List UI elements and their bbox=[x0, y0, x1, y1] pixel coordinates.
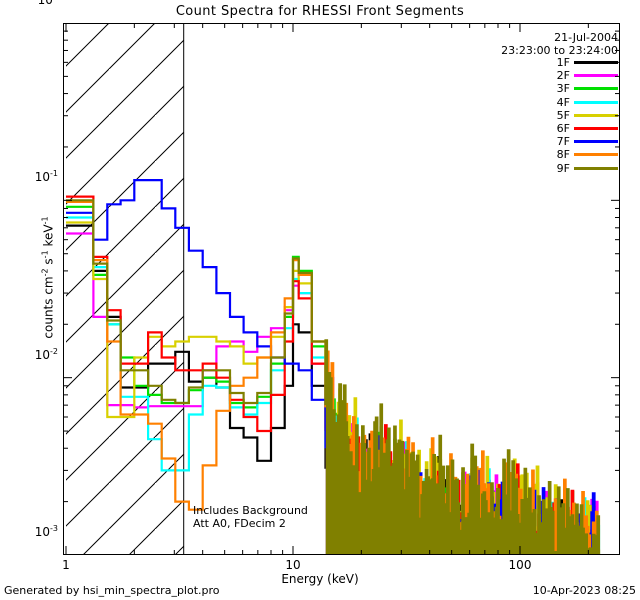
plot-annotation: Includes Background Att A0, FDecim 2 bbox=[193, 504, 308, 530]
legend-label: 3F bbox=[556, 82, 570, 96]
legend-item-5f: 5F bbox=[557, 109, 618, 122]
legend-swatch-icon bbox=[574, 61, 618, 65]
x-tick-label: 10 bbox=[285, 558, 301, 572]
legend-label: 4F bbox=[556, 95, 570, 109]
hatched-exclusion-region bbox=[66, 23, 184, 555]
legend-item-8f: 8F bbox=[557, 148, 618, 161]
legend-label: 2F bbox=[556, 69, 570, 83]
legend-label: 6F bbox=[556, 121, 570, 135]
x-tick-label: 1 bbox=[62, 558, 70, 572]
y-axis-label: counts cm-2 s-1 keV-1 bbox=[41, 168, 56, 388]
legend-swatch-icon bbox=[574, 113, 618, 117]
legend-item-1f: 1F bbox=[557, 56, 618, 69]
legend-item-7f: 7F bbox=[557, 135, 618, 148]
observation-date: 21-Jul-2004 bbox=[554, 31, 618, 44]
legend-swatch-icon bbox=[574, 74, 618, 78]
legend: 1F 2F 3F 4F 5F 6F 7F 8F 9F bbox=[557, 56, 618, 175]
y-exp-3: -1 bbox=[40, 216, 50, 225]
footer-timestamp: 10-Apr-2023 08:25 bbox=[532, 584, 636, 597]
plot-frame bbox=[63, 23, 620, 555]
spectra-svg bbox=[63, 23, 620, 555]
legend-swatch-icon bbox=[574, 166, 618, 170]
y-exp-2: -1 bbox=[40, 250, 50, 259]
legend-swatch-icon bbox=[574, 153, 618, 157]
y-unit-2: s bbox=[41, 258, 56, 269]
y-tick-label: 100 bbox=[37, 0, 58, 7]
spectrum-line-9f bbox=[66, 199, 601, 555]
plot-canvas bbox=[63, 23, 620, 555]
y-axis-ticks: 100 10-1 10-2 10-3 bbox=[0, 0, 58, 539]
legend-item-4f: 4F bbox=[557, 96, 618, 109]
legend-label: 8F bbox=[556, 148, 570, 162]
legend-item-6f: 6F bbox=[557, 122, 618, 135]
legend-swatch-icon bbox=[574, 100, 618, 104]
y-tick-label: 10-2 bbox=[34, 346, 58, 362]
legend-swatch-icon bbox=[574, 127, 618, 131]
x-tick-label: 100 bbox=[508, 558, 532, 572]
legend-item-3f: 3F bbox=[557, 82, 618, 95]
x-axis-label: Energy (keV) bbox=[281, 572, 359, 586]
legend-label: 7F bbox=[556, 135, 570, 149]
annotation-line-1: Includes Background bbox=[193, 504, 308, 517]
annotation-line-2: Att A0, FDecim 2 bbox=[193, 517, 286, 530]
y-exp-1: -2 bbox=[40, 268, 50, 277]
observation-meta: 21-Jul-2004 23:23:00 to 23:24:00 bbox=[501, 31, 618, 57]
y-unit-3: keV bbox=[41, 224, 56, 251]
y-tick-label: 10-1 bbox=[34, 169, 58, 185]
legend-item-9f: 9F bbox=[557, 162, 618, 175]
y-axis-label-text: counts cm bbox=[41, 276, 56, 339]
page-title: Count Spectra for RHESSI Front Segments bbox=[175, 4, 465, 19]
legend-label: 5F bbox=[556, 108, 570, 122]
observation-time-range: 23:23:00 to 23:24:00 bbox=[501, 44, 618, 57]
legend-swatch-icon bbox=[574, 140, 618, 144]
legend-label: 1F bbox=[556, 56, 570, 69]
legend-label: 9F bbox=[556, 161, 570, 175]
footer-generator: Generated by hsi_min_spectra_plot.pro bbox=[4, 584, 220, 597]
y-tick-label: 10-3 bbox=[34, 524, 58, 539]
legend-swatch-icon bbox=[574, 87, 618, 91]
legend-item-2f: 2F bbox=[557, 69, 618, 82]
